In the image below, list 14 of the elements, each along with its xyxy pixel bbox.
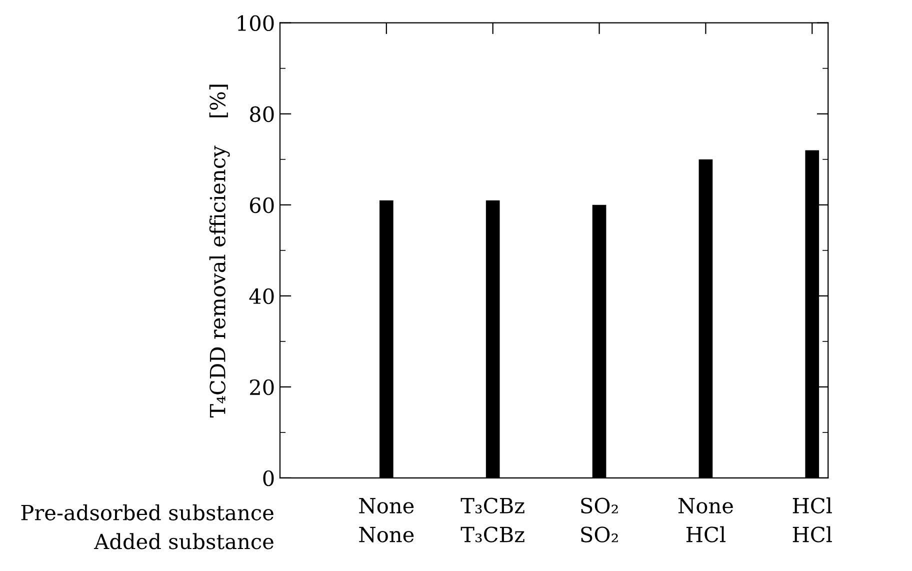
y-axis-title: T₄CDD removal efficiency [%] (209, 84, 230, 418)
text: Added substance (94, 533, 274, 550)
x-tick-label: HCl HCl (792, 497, 832, 542)
y-tick-label: 60 (250, 197, 274, 214)
x-tick-label: T₃CBz T₃CBz (460, 498, 524, 542)
y-tick-label: 20 (250, 379, 274, 396)
x-tick-label: SO₂ SO₂ (581, 498, 618, 542)
y-tick-label: 80 (250, 106, 274, 122)
x-tick-label: None HCl (678, 498, 733, 542)
text: Pre-adsorbed substance (21, 504, 274, 520)
y-tick-label: 0 (263, 470, 274, 486)
y-tick-label: 100 (238, 15, 274, 32)
y-tick-label: 40 (249, 288, 274, 304)
x-tick-label: None None (359, 498, 414, 542)
